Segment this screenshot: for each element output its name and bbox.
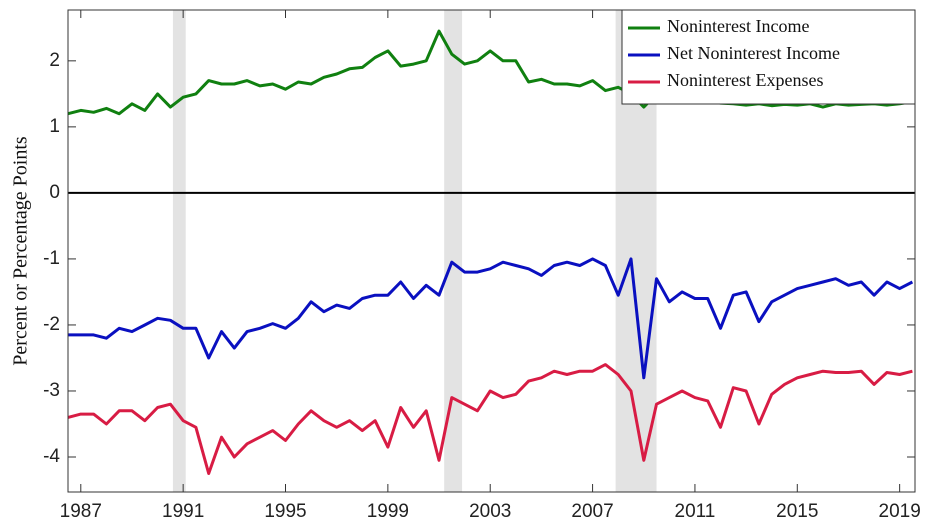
y-tick-label: -4 <box>43 446 60 467</box>
series-line <box>68 257 914 380</box>
x-tick-label: 1995 <box>264 501 306 522</box>
y-tick-label: -2 <box>43 314 60 335</box>
recession-band <box>444 10 463 492</box>
x-tick-label: 1991 <box>162 501 204 522</box>
y-tick-label: -1 <box>43 248 60 269</box>
x-tick-label: 1987 <box>60 501 102 522</box>
x-tick-label: 2019 <box>879 501 921 522</box>
legend-box <box>621 9 916 105</box>
plot-frame <box>67 9 916 493</box>
y-tick-label: 0 <box>49 182 60 203</box>
y-tick-label: -3 <box>43 380 60 401</box>
legend-label: Net Noninterest Income <box>667 43 840 63</box>
series-line <box>67 363 913 475</box>
y-axis-label: Percent or Percentage Points <box>10 136 32 366</box>
recession-band <box>172 10 186 492</box>
y-tick-label: 1 <box>49 116 60 137</box>
x-tick-label: 2011 <box>675 501 716 522</box>
x-tick-label: 1999 <box>367 501 409 522</box>
legend-label: Noninterest Expenses <box>667 70 823 90</box>
x-tick-label: 2003 <box>469 501 511 522</box>
x-tick-label: 2015 <box>776 501 818 522</box>
x-tick-label: 2007 <box>571 501 613 522</box>
y-tick-label: 2 <box>49 50 60 71</box>
legend-label: Noninterest Income <box>667 16 809 36</box>
series-line <box>67 29 913 116</box>
